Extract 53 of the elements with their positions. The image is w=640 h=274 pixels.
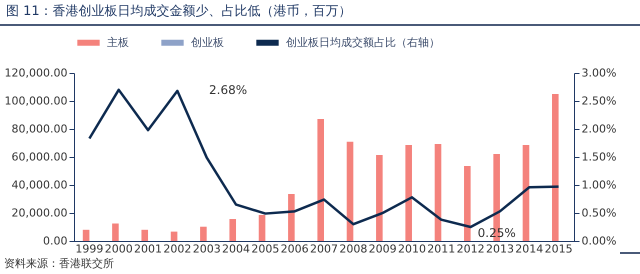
y-tick-label: 60,000.00 — [12, 150, 68, 164]
y2-tick-label: 0.50% — [582, 206, 616, 220]
bar — [112, 224, 119, 241]
y-tick-label: 80,000.00 — [12, 122, 68, 136]
bar — [376, 155, 383, 241]
bar — [522, 144, 530, 241]
bar — [288, 194, 295, 241]
bar — [346, 142, 354, 241]
y2-tick-label: 0.00% — [582, 234, 616, 248]
y2-tick-label: 1.00% — [582, 178, 616, 192]
bar — [229, 219, 236, 241]
x-tick-label: 2012 — [456, 242, 485, 256]
x-tick-label: 2009 — [368, 242, 397, 256]
y2-tick-label: 1.50% — [582, 150, 616, 164]
bar — [405, 144, 412, 241]
text: 资料来源：香港联交所 — [4, 257, 114, 270]
x-tick-label: 2000 — [104, 242, 133, 256]
bar — [82, 230, 90, 241]
x-tick-label: 2004 — [222, 242, 250, 256]
legend-label: 主板 — [107, 36, 129, 49]
y-tick-label: 40,000.00 — [12, 178, 68, 192]
bar — [258, 214, 266, 241]
x-tick-label: 2013 — [486, 242, 514, 256]
y2-tick-label: 3.00% — [582, 66, 616, 80]
bar — [141, 230, 148, 241]
x-tick-label: 2011 — [427, 242, 456, 256]
bar — [317, 119, 324, 241]
x-tick-label: 2008 — [339, 242, 368, 256]
bar — [464, 166, 471, 241]
bar — [170, 232, 178, 241]
x-tick-label: 2006 — [280, 242, 309, 256]
y2-tick-label: 2.50% — [582, 94, 616, 108]
x-tick-label: 2015 — [544, 242, 573, 256]
bar — [552, 94, 559, 241]
x-tick-label: 1999 — [75, 242, 104, 256]
x-tick-label: 2007 — [310, 242, 338, 256]
bar — [434, 144, 442, 241]
x-tick-label: 2010 — [398, 242, 426, 256]
chart-title: 图 11：香港创业板日均成交金额少、占比低（港币，百万） — [0, 0, 640, 26]
x-tick-label: 2002 — [163, 242, 192, 256]
y2-tick-label: 2.00% — [582, 122, 616, 136]
y-tick-label: 0.00 — [43, 234, 68, 248]
x-tick-label: 2001 — [134, 242, 162, 256]
y-tick-label: 120,000.00 — [4, 66, 68, 80]
x-tick-label: 2005 — [251, 242, 280, 256]
y-tick-label: 20,000.00 — [12, 206, 68, 220]
bar — [200, 226, 207, 241]
x-tick-label: 2003 — [192, 242, 221, 256]
y-tick-label: 100,000.00 — [4, 94, 68, 108]
legend-label: 创业板日均成交额占比（右轴） — [286, 36, 440, 49]
x-tick-label: 2014 — [515, 242, 544, 256]
annotation: 2.68% — [209, 82, 248, 97]
legend-label: 创业板 — [191, 36, 224, 49]
